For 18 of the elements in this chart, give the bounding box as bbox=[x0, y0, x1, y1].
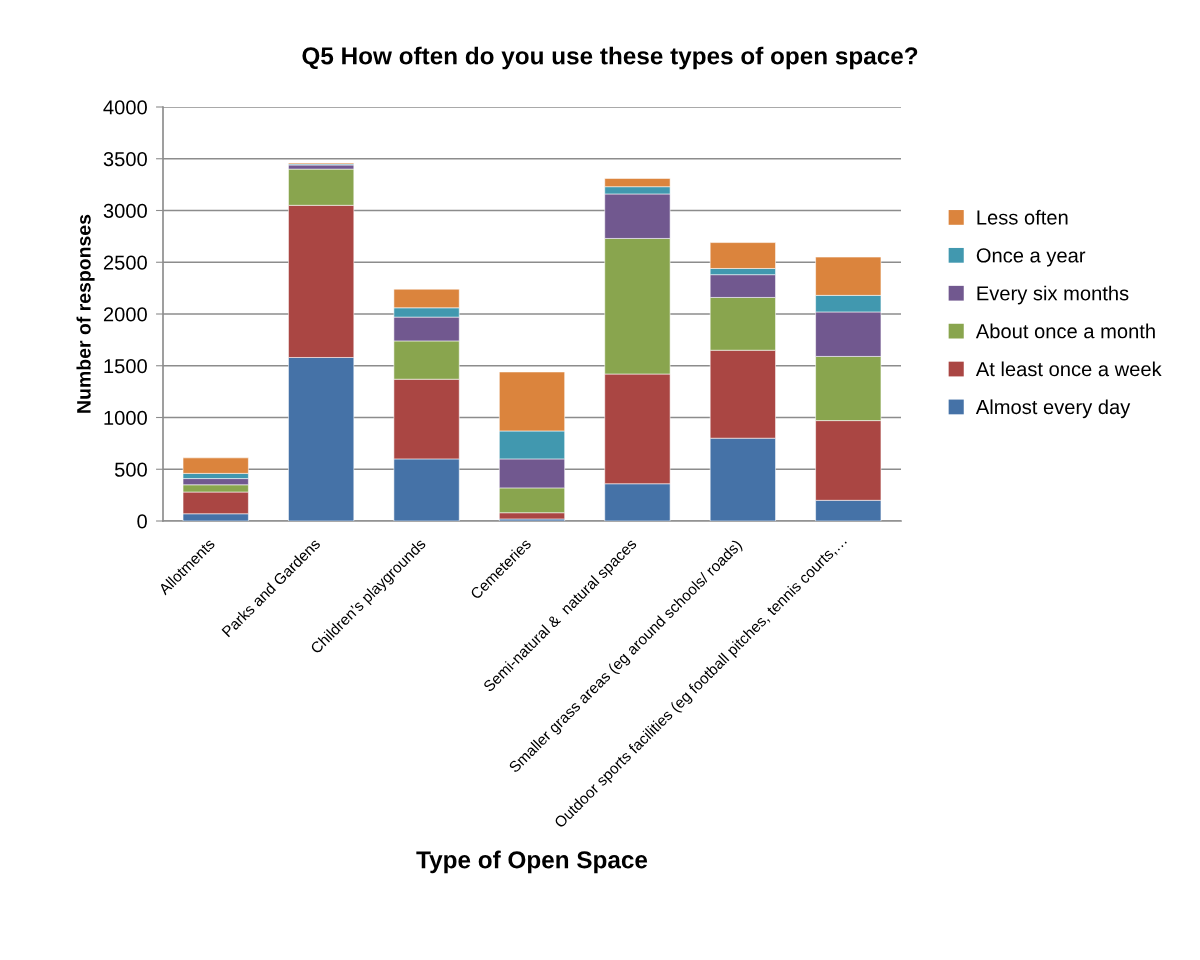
x-axis-title: Type of Open Space bbox=[416, 850, 648, 874]
y-tick-label: 3500 bbox=[103, 151, 147, 167]
y-tick-label: 500 bbox=[114, 462, 147, 477]
legend-label: Every six months bbox=[977, 285, 1129, 305]
chart-title: Q5 How often do you use these types of open space? bbox=[302, 46, 918, 70]
y-tick-label: 3000 bbox=[103, 203, 147, 218]
legend-label: At least once a week bbox=[975, 361, 1162, 377]
y-tick-label: 2000 bbox=[103, 307, 147, 322]
y-tick-label: 4000 bbox=[103, 100, 147, 115]
y-tick-label: 2500 bbox=[103, 255, 147, 270]
legend-label: Almost every day bbox=[975, 399, 1131, 419]
y-tick-label: 1000 bbox=[104, 410, 147, 425]
y-axis-title: Number of responses bbox=[76, 214, 95, 413]
y-tick-label: 1500 bbox=[104, 358, 147, 374]
y-tick-label: 0 bbox=[137, 514, 147, 529]
legend-label: About once a month bbox=[975, 323, 1155, 339]
legend-label: Less often bbox=[977, 209, 1068, 225]
legend-label: Once a year bbox=[976, 248, 1086, 267]
